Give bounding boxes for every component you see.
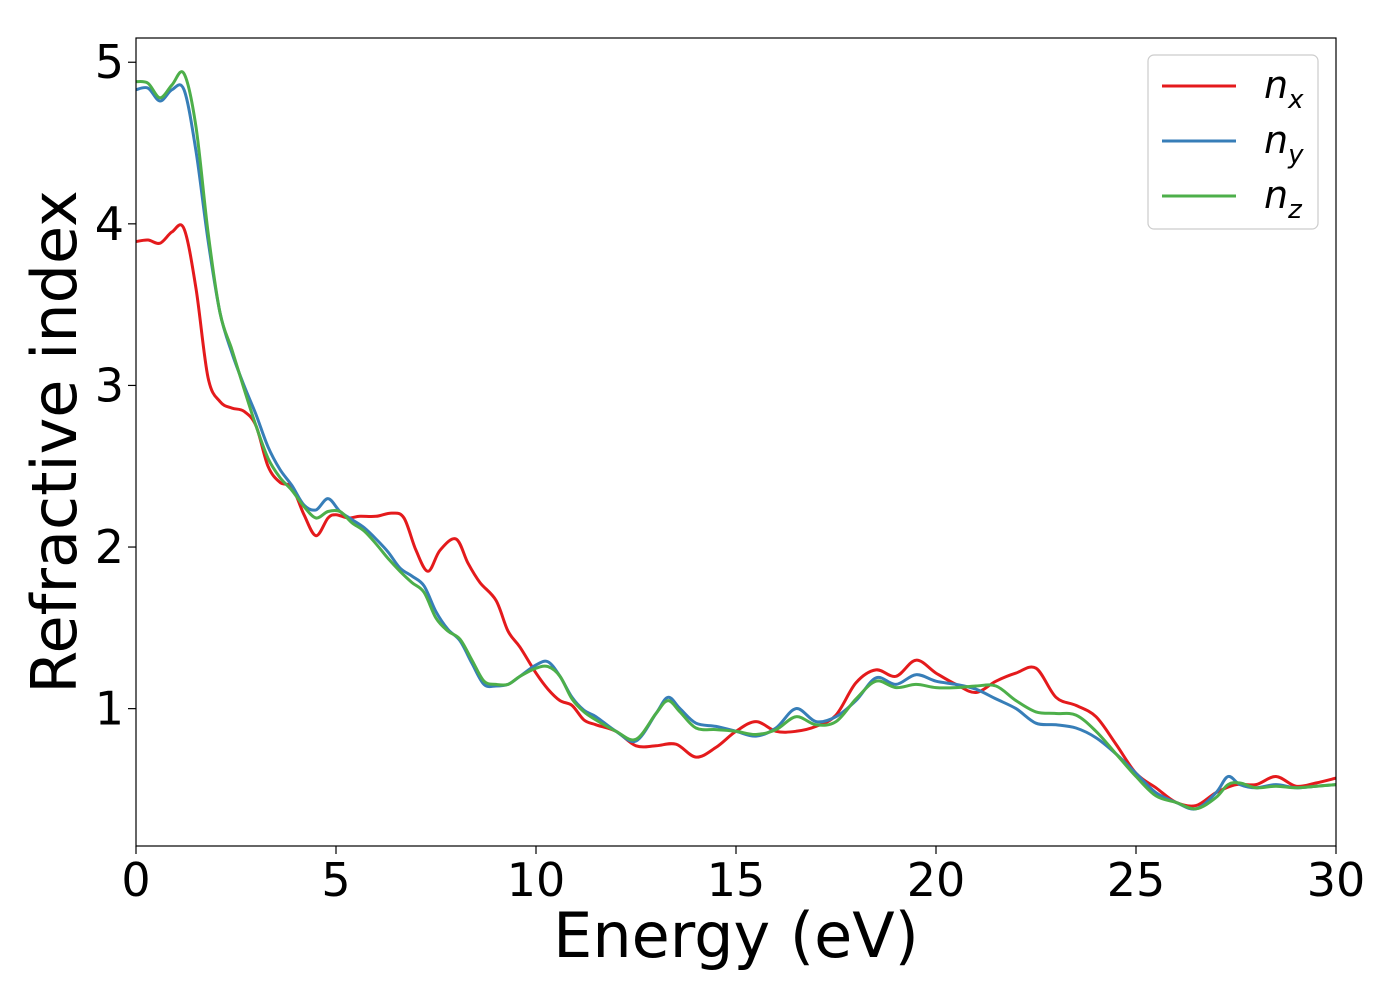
x-tick-label: 25 [1107, 853, 1166, 907]
series-layer [136, 70, 1336, 811]
x-tick-label: 30 [1307, 853, 1366, 907]
y-tick-label: 2 [95, 520, 124, 574]
x-axis-ticks: 0 5 10 15 20 25 30 [121, 846, 1365, 907]
legend-label: ny [1264, 118, 1304, 170]
x-tick-label: 20 [907, 853, 966, 907]
x-axis-title: Energy (eV) [553, 899, 919, 972]
y-axis-title: Refractive index [18, 190, 91, 694]
y-axis-ticks: 1 2 3 4 5 [95, 35, 136, 736]
y-tick-label: 1 [95, 682, 124, 736]
legend-label: nx [1264, 63, 1304, 115]
series-line-nz [136, 70, 1336, 811]
x-tick-label: 5 [321, 853, 350, 907]
x-tick-label: 10 [507, 853, 566, 907]
y-tick-label: 4 [95, 197, 124, 251]
y-tick-label: 5 [95, 35, 124, 89]
x-tick-label: 0 [121, 853, 150, 907]
legend-label: nz [1264, 173, 1303, 225]
y-tick-label: 3 [95, 358, 124, 412]
series-line-ny [136, 83, 1336, 811]
x-tick-label: 15 [707, 853, 766, 907]
series-line-nx [136, 223, 1336, 808]
